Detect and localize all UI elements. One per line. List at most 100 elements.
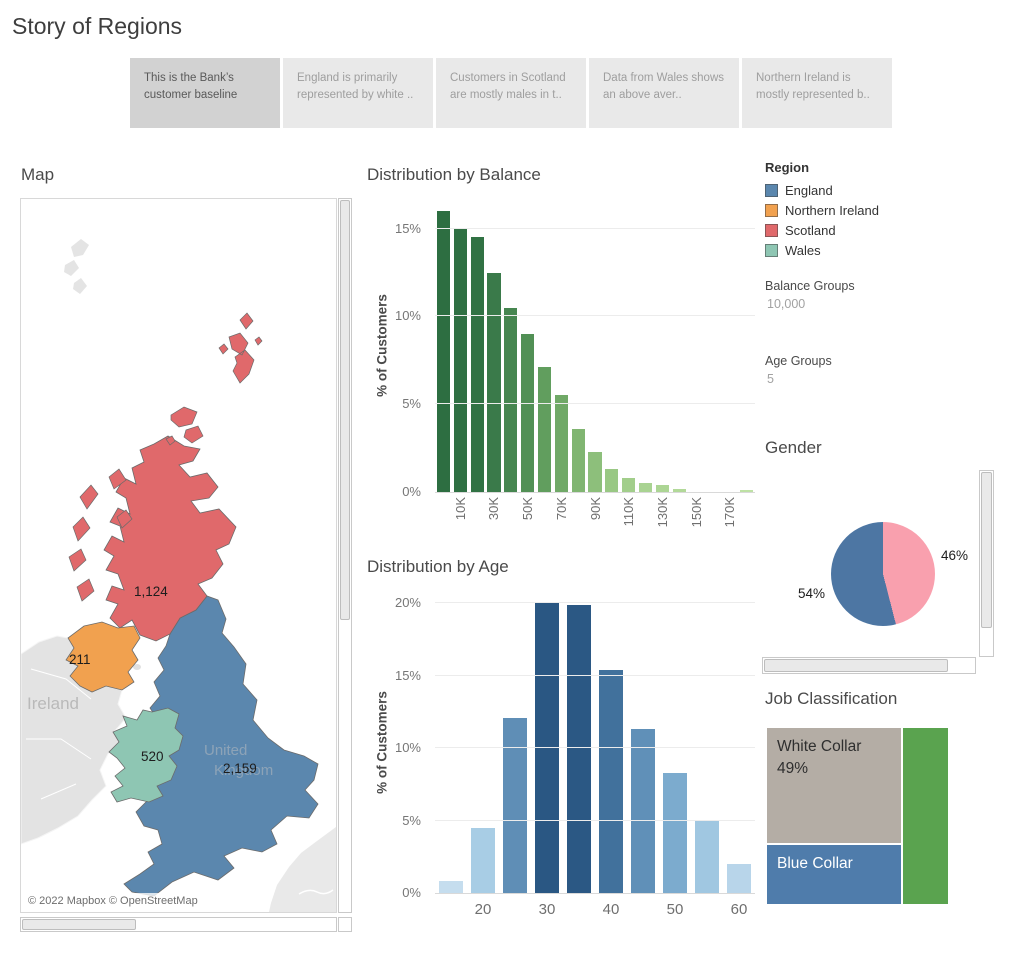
story-nav: This is the Bank’s customer baseline Eng… bbox=[130, 58, 892, 128]
bar-mark[interactable] bbox=[438, 881, 464, 893]
bar-mark[interactable] bbox=[605, 469, 619, 492]
map-horizontal-scrollbar-thumb[interactable] bbox=[22, 919, 136, 930]
bar-mark[interactable] bbox=[566, 604, 592, 893]
scotland-value-label: 1,124 bbox=[134, 584, 168, 599]
white-collar-block[interactable]: White Collar 49% bbox=[767, 728, 901, 843]
bar-mark[interactable] bbox=[672, 488, 686, 492]
wales-swatch-icon bbox=[765, 244, 778, 257]
wales-value-label: 520 bbox=[141, 749, 164, 764]
gender-horizontal-scrollbar[interactable] bbox=[762, 657, 976, 674]
age-y-ticks: 0% 5% 10% 15% 20% bbox=[380, 595, 428, 900]
story-tab-3[interactable]: Customers in Scotland are mostly males i… bbox=[436, 58, 586, 128]
legend-item-scotland[interactable]: Scotland bbox=[765, 223, 836, 238]
bar-mark[interactable] bbox=[694, 820, 720, 893]
story-tab-4[interactable]: Data from Wales shows an above aver.. bbox=[589, 58, 739, 128]
x-tick-slot bbox=[637, 497, 654, 545]
x-tick-label: 40 bbox=[602, 901, 620, 918]
balance-y-ticks: 0% 5% 10% 15% bbox=[380, 205, 428, 499]
bar-mark[interactable] bbox=[598, 669, 624, 893]
x-tick-slot: 40 bbox=[595, 897, 627, 919]
gridline bbox=[435, 227, 755, 229]
age-plot bbox=[435, 600, 755, 894]
scotland-swatch-icon bbox=[765, 224, 778, 237]
bar-slot bbox=[627, 600, 659, 893]
y-tick-label: 20% bbox=[394, 595, 421, 611]
map-vertical-scrollbar[interactable] bbox=[338, 198, 352, 913]
job-chart-title: Job Classification bbox=[765, 689, 898, 708]
map-vertical-scrollbar-thumb[interactable] bbox=[340, 200, 350, 620]
bar-mark[interactable] bbox=[662, 772, 688, 893]
wales-region[interactable] bbox=[108, 707, 184, 803]
blue-collar-block[interactable]: Blue Collar bbox=[767, 845, 901, 904]
gridline bbox=[435, 747, 755, 749]
bar-mark[interactable] bbox=[502, 717, 528, 893]
gridline bbox=[435, 602, 755, 604]
bar-mark[interactable] bbox=[470, 237, 484, 492]
bar-mark[interactable] bbox=[554, 395, 568, 492]
gender-pie-chart[interactable] bbox=[831, 522, 935, 626]
bar-mark[interactable] bbox=[655, 484, 669, 492]
bar-mark[interactable] bbox=[630, 729, 656, 893]
x-tick-slot bbox=[671, 497, 688, 545]
legend-label: Scotland bbox=[785, 223, 836, 238]
x-tick-slot: 30K bbox=[486, 497, 503, 545]
age-groups-param-value[interactable]: 5 bbox=[767, 372, 774, 386]
bar-mark[interactable] bbox=[740, 490, 754, 492]
bar-slot bbox=[671, 205, 688, 492]
balance-groups-param-label: Balance Groups bbox=[765, 279, 855, 293]
bar-slot bbox=[486, 205, 503, 492]
scotland-region[interactable] bbox=[103, 435, 237, 642]
gender-vertical-scrollbar[interactable] bbox=[979, 470, 994, 657]
bar-mark[interactable] bbox=[588, 451, 602, 492]
bar-mark[interactable] bbox=[537, 367, 552, 492]
map-horizontal-scrollbar[interactable] bbox=[20, 917, 337, 932]
legend-label: England bbox=[785, 183, 833, 198]
x-tick-slot bbox=[536, 497, 553, 545]
age-bars bbox=[435, 600, 755, 893]
shetland-islands[interactable] bbox=[218, 312, 263, 384]
orkney-islands[interactable] bbox=[165, 406, 204, 446]
bar-slot bbox=[553, 205, 570, 492]
story-tab-1[interactable]: This is the Bank’s customer baseline bbox=[130, 58, 280, 128]
bar-mark[interactable] bbox=[622, 477, 636, 492]
x-tick-slot: 110K bbox=[620, 497, 637, 545]
northern-ireland-region[interactable] bbox=[65, 621, 141, 693]
age-chart-title: Distribution by Age bbox=[367, 557, 509, 576]
story-tab-5[interactable]: Northern Ireland is mostly represented b… bbox=[742, 58, 892, 128]
bar-slot bbox=[570, 205, 587, 492]
balance-groups-param-value[interactable]: 10,000 bbox=[767, 297, 806, 311]
x-tick-slot: 150K bbox=[688, 497, 705, 545]
bar-slot bbox=[705, 205, 722, 492]
legend-item-england[interactable]: England bbox=[765, 183, 833, 198]
ireland-basemap-label: Ireland bbox=[27, 694, 79, 713]
x-tick-label: 150K bbox=[688, 497, 704, 528]
bar-mark[interactable] bbox=[521, 333, 535, 492]
bar-mark[interactable] bbox=[571, 428, 585, 492]
bar-mark[interactable] bbox=[436, 211, 450, 492]
legend-item-wales[interactable]: Wales bbox=[765, 243, 821, 258]
bar-mark[interactable] bbox=[504, 307, 518, 492]
bar-mark[interactable] bbox=[470, 827, 496, 893]
hebrides-islands[interactable] bbox=[68, 468, 133, 602]
white-collar-pct: 49% bbox=[777, 759, 809, 777]
bar-mark[interactable] bbox=[726, 864, 752, 893]
age-groups-param-label: Age Groups bbox=[765, 354, 832, 368]
x-tick-slot bbox=[499, 897, 531, 919]
story-tab-2[interactable]: England is primarily represented by whit… bbox=[283, 58, 433, 128]
x-tick-label: 30 bbox=[538, 901, 556, 918]
x-tick-slot bbox=[502, 497, 519, 545]
balance-plot bbox=[435, 205, 755, 493]
gridline bbox=[435, 403, 755, 405]
x-tick-label: 130K bbox=[654, 497, 670, 528]
gender-horizontal-scrollbar-thumb[interactable] bbox=[764, 659, 948, 672]
bar-mark[interactable] bbox=[453, 228, 467, 492]
y-tick-label: 5% bbox=[402, 396, 421, 412]
legend-item-northern-ireland[interactable]: Northern Ireland bbox=[765, 203, 879, 218]
x-tick-slot bbox=[469, 497, 486, 545]
x-tick-slot bbox=[691, 897, 723, 919]
gender-vertical-scrollbar-thumb[interactable] bbox=[981, 472, 992, 628]
other-jobs-block[interactable] bbox=[903, 728, 948, 904]
bar-mark[interactable] bbox=[638, 483, 653, 492]
bar-mark[interactable] bbox=[487, 272, 501, 492]
x-tick-slot bbox=[603, 497, 620, 545]
